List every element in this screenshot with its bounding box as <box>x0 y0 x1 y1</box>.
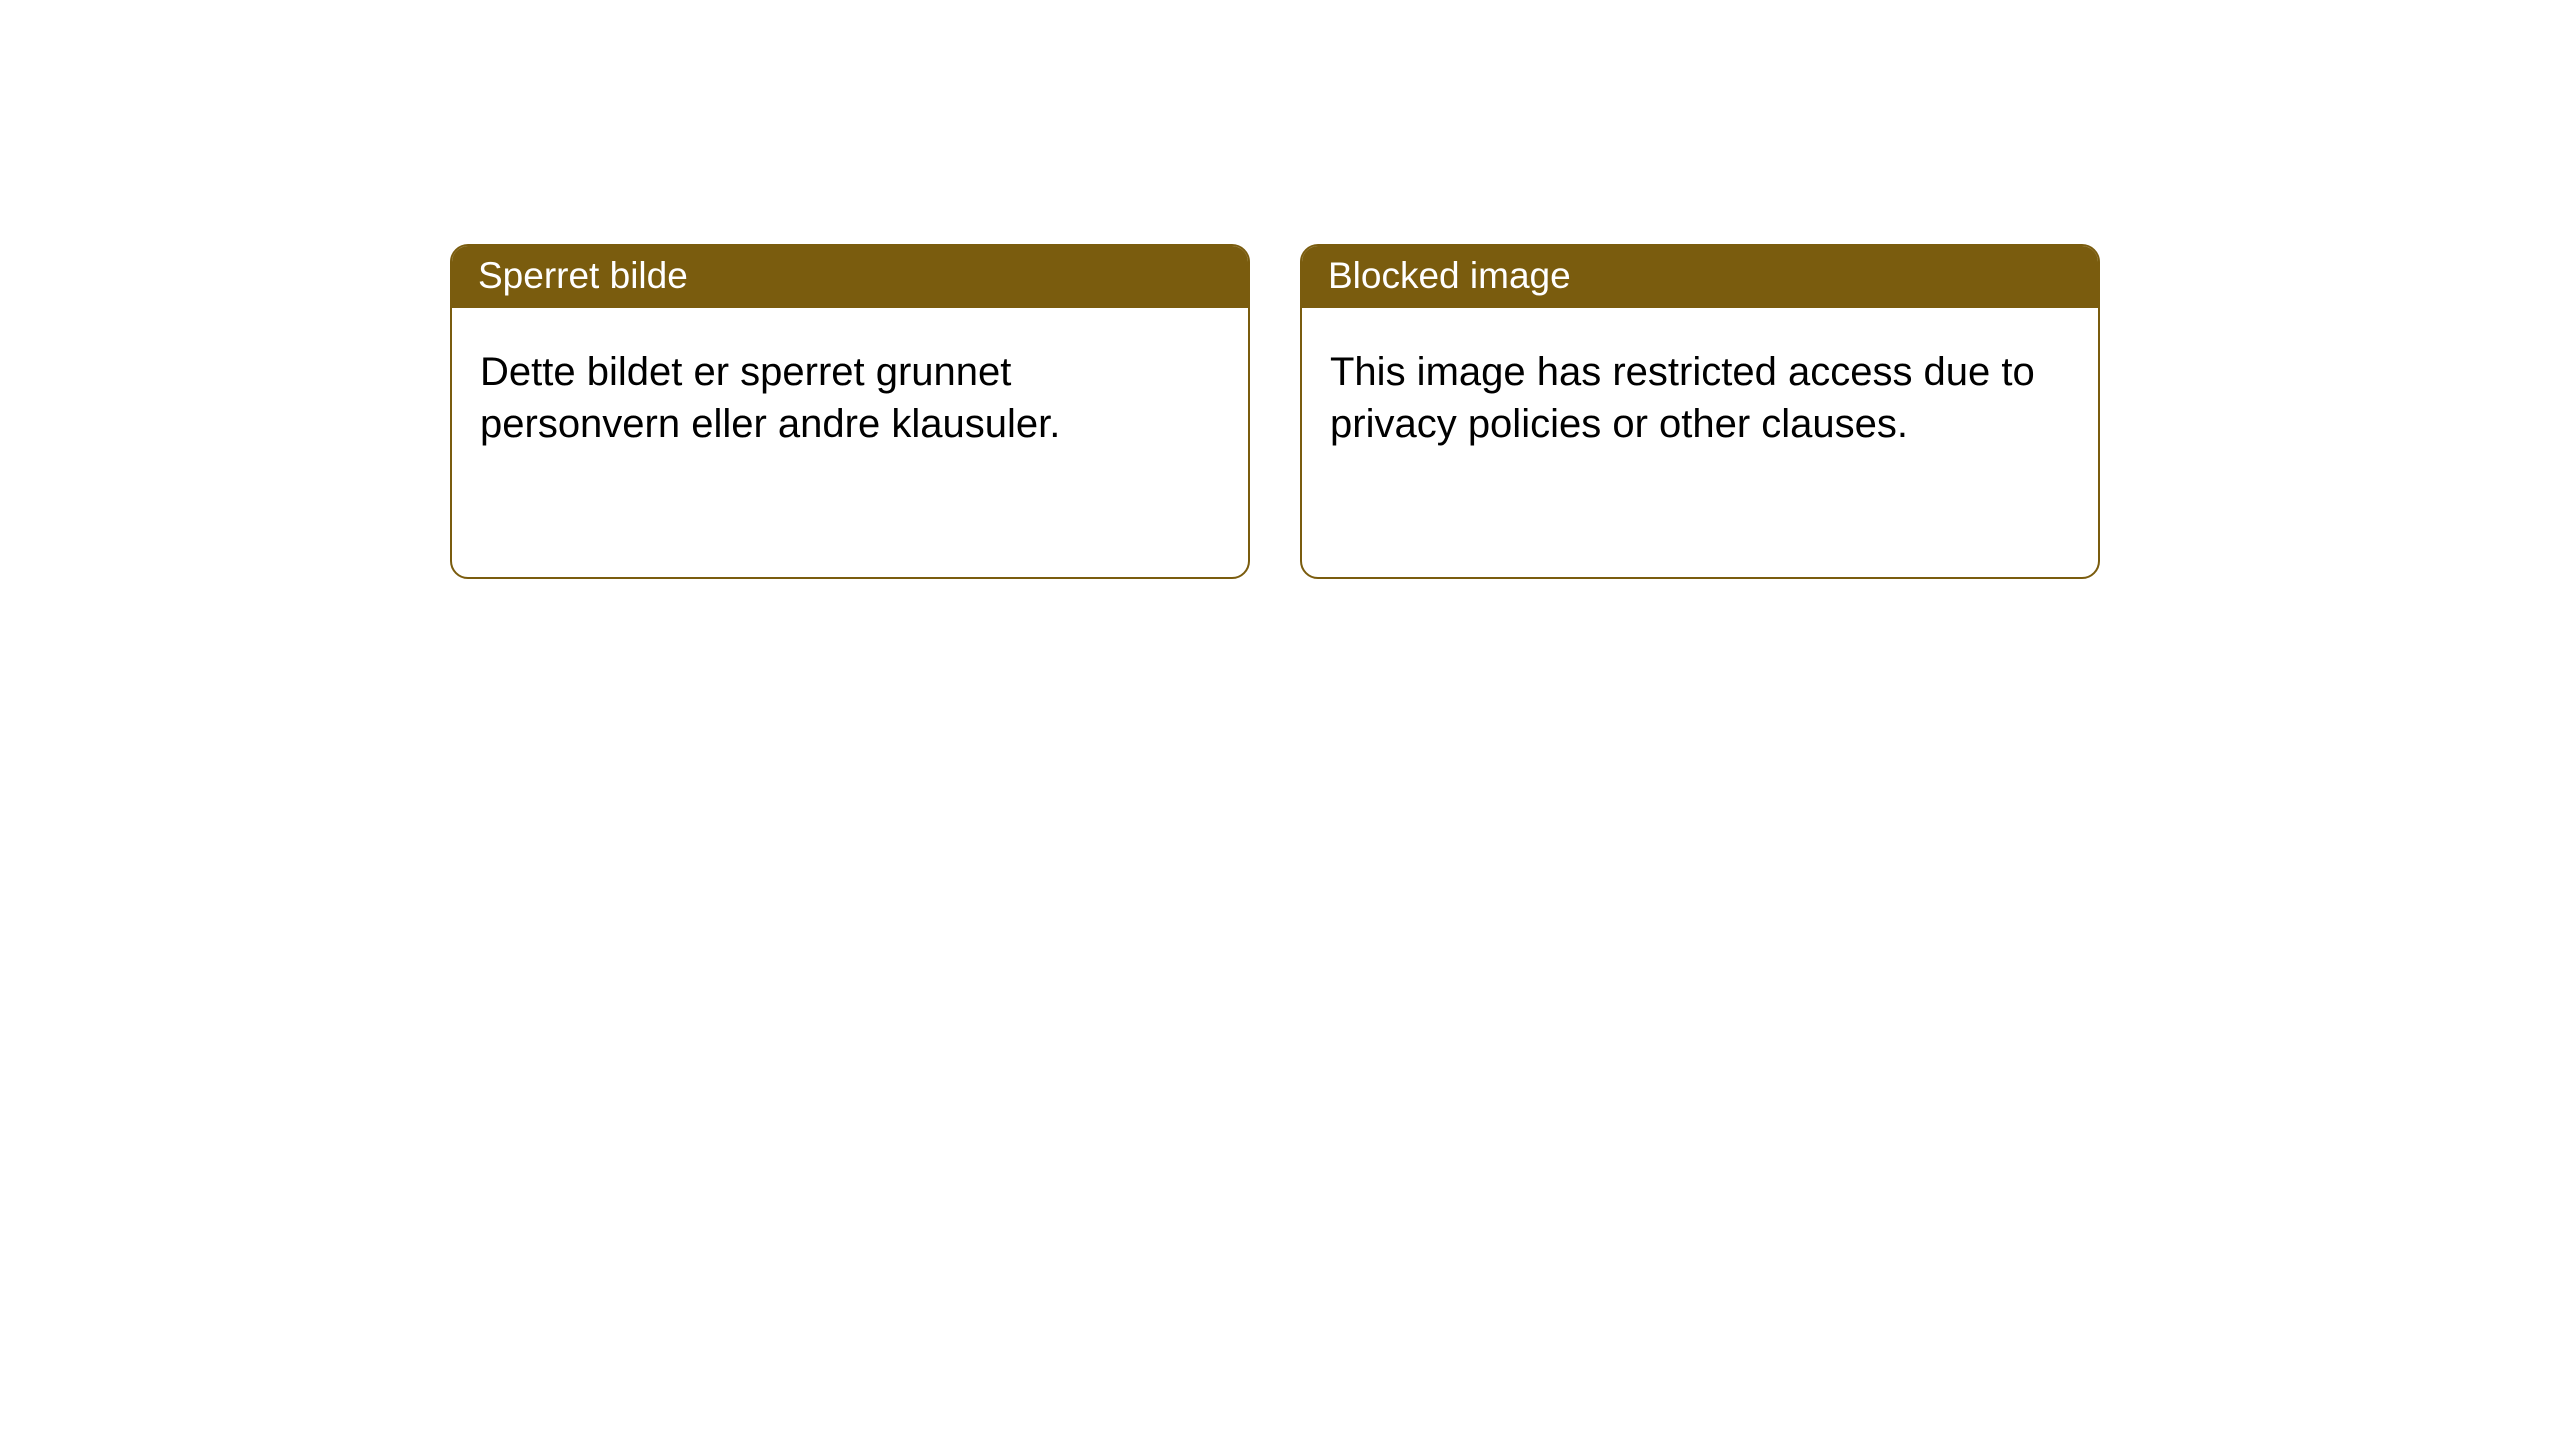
notice-body-english: This image has restricted access due to … <box>1302 308 2098 488</box>
notice-body-norwegian: Dette bildet er sperret grunnet personve… <box>452 308 1248 488</box>
notice-header-english: Blocked image <box>1302 246 2098 308</box>
notice-card-english: Blocked image This image has restricted … <box>1300 244 2100 579</box>
notice-container: Sperret bilde Dette bildet er sperret gr… <box>0 0 2560 579</box>
notice-card-norwegian: Sperret bilde Dette bildet er sperret gr… <box>450 244 1250 579</box>
notice-header-norwegian: Sperret bilde <box>452 246 1248 308</box>
